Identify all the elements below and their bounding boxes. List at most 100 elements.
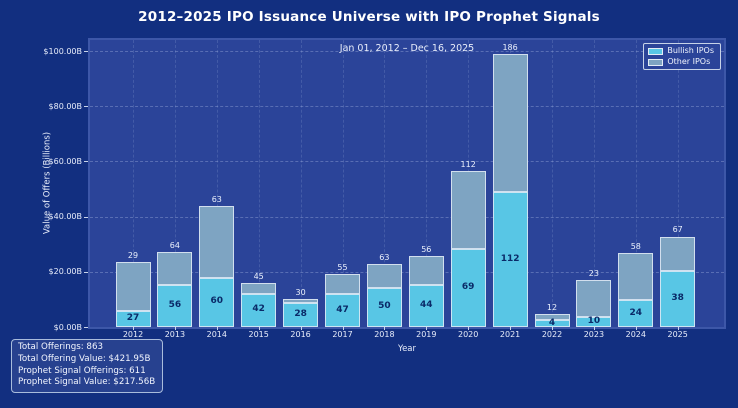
bar-segment-other-2016 (283, 299, 319, 303)
gridline-vertical (384, 40, 386, 327)
y-tick-label: $60.00B (48, 156, 82, 166)
bar-total-count-label: 45 (253, 272, 264, 282)
bar-total-count-label: 23 (588, 269, 599, 279)
bar-total-count-label: 63 (379, 253, 390, 263)
bar-segment-bullish-2016 (283, 302, 319, 327)
x-axis-label: Year (398, 344, 416, 354)
legend-label-bullish: Bullish IPOs (667, 46, 714, 55)
bar-segment-other-2017 (325, 274, 360, 295)
x-tick-mark (468, 327, 470, 330)
bar-bullish-count-label: 56 (168, 299, 182, 310)
bar-total-count-label: 56 (421, 244, 432, 254)
y-tick-mark (84, 106, 88, 108)
bar-bullish-count-label: 60 (210, 296, 224, 307)
other-swatch-icon (648, 58, 664, 66)
x-tick-mark (384, 327, 386, 330)
gridline-vertical (133, 40, 134, 327)
legend-item-other: Other IPOs (648, 58, 714, 66)
x-tick-label: 2022 (541, 330, 563, 339)
x-tick-mark (342, 327, 344, 330)
x-tick-label: 2020 (458, 330, 479, 339)
x-tick-label: 2021 (499, 330, 521, 339)
bar-segment-other-2013 (157, 251, 193, 285)
gridline-vertical (174, 40, 176, 327)
x-tick-label: 2024 (625, 330, 646, 339)
gridline-vertical (342, 40, 344, 327)
bullish-swatch-icon (648, 47, 664, 55)
bar-bullish-count-label: 69 (461, 281, 475, 292)
x-tick-mark (216, 327, 218, 330)
chart-title: 2012–2025 IPO Issuance Universe with IPO… (138, 9, 600, 25)
bar-segment-bullish-2023 (576, 317, 612, 327)
bar-segment-bullish-2013 (157, 284, 193, 327)
bar-bullish-count-label: 10 (587, 316, 601, 327)
x-tick-mark (677, 327, 679, 330)
legend: Bullish IPOs Other IPOs (643, 43, 721, 70)
x-tick-label: 2015 (248, 330, 269, 339)
x-tick-mark (510, 327, 512, 330)
bar-bullish-count-label: 28 (294, 308, 307, 319)
y-tick-mark (84, 216, 88, 218)
y-tick-label: $40.00B (48, 212, 82, 222)
bar-total-count-label: 58 (630, 242, 641, 252)
x-tick-mark (552, 327, 553, 330)
x-tick-mark (300, 327, 302, 330)
bar-total-count-label: 67 (672, 225, 683, 235)
bar-segment-other-2024 (618, 253, 654, 301)
gridline-horizontal (90, 216, 724, 218)
legend-label-other: Other IPOs (667, 57, 711, 66)
bar-segment-bullish-2012 (115, 311, 151, 327)
bar-segment-other-2023 (576, 280, 612, 318)
stat-prophet-signal-offerings: Prophet Signal Offerings: 611 (18, 365, 146, 376)
bar-segment-other-2021 (492, 54, 528, 193)
gridline-horizontal (90, 51, 724, 53)
x-tick-mark (258, 327, 260, 330)
gridline-vertical (258, 40, 260, 327)
bar-bullish-count-label: 4 (548, 317, 556, 328)
bar-segment-other-2015 (241, 283, 277, 294)
gridline-vertical (593, 40, 595, 327)
bar-segment-other-2022 (534, 313, 570, 321)
x-tick-label: 2013 (164, 330, 186, 339)
y-axis-label: Value of Offers (Billions) (42, 131, 53, 235)
bar-segment-other-2025 (660, 236, 696, 271)
bar-segment-bullish-2017 (325, 294, 360, 327)
gridline-vertical (426, 40, 428, 327)
bar-segment-other-2019 (408, 255, 444, 285)
x-tick-label: 2023 (583, 330, 605, 339)
y-tick-mark (84, 327, 88, 328)
gridline-horizontal (90, 161, 724, 163)
x-tick-label: 2019 (416, 330, 437, 339)
bar-total-count-label: 112 (460, 159, 476, 169)
gridline-vertical (216, 40, 218, 327)
gridline-vertical (635, 40, 637, 327)
gridline-horizontal (90, 271, 724, 273)
bar-segment-bullish-2022 (534, 320, 570, 327)
bar-total-count-label: 30 (295, 288, 306, 298)
bar-total-count-label: 55 (337, 263, 348, 272)
bar-bullish-count-label: 42 (252, 304, 265, 315)
stat-total-offering-value: Total Offering Value: $421.95B (18, 353, 151, 364)
plot-area: Jan 01, 2012 – Dec 16, 2025 Bullish IPOs… (88, 38, 726, 329)
gridline-vertical (677, 40, 679, 327)
x-tick-mark (426, 327, 428, 330)
bar-segment-bullish-2018 (366, 287, 402, 327)
y-tick-mark (84, 271, 88, 273)
chart-subtitle: Jan 01, 2012 – Dec 16, 2025 (339, 43, 475, 54)
bar-total-count-label: 64 (169, 240, 180, 250)
bar-bullish-count-label: 47 (336, 304, 349, 315)
bar-segment-bullish-2021 (492, 192, 528, 327)
bar-bullish-count-label: 44 (420, 299, 433, 310)
y-tick-label: $0.00B (53, 322, 82, 332)
gridline-vertical (552, 40, 553, 327)
x-tick-label: 2017 (332, 330, 353, 339)
bar-segment-bullish-2014 (199, 277, 235, 327)
bar-bullish-count-label: 38 (671, 292, 684, 303)
y-tick-mark (84, 51, 88, 53)
bar-bullish-count-label: 24 (629, 307, 643, 318)
bar-segment-other-2012 (115, 261, 151, 311)
x-tick-label: 2025 (667, 330, 688, 339)
bar-segment-bullish-2025 (660, 270, 696, 327)
summary-stats-box: Total Offerings: 863 Total Offering Valu… (11, 339, 164, 394)
